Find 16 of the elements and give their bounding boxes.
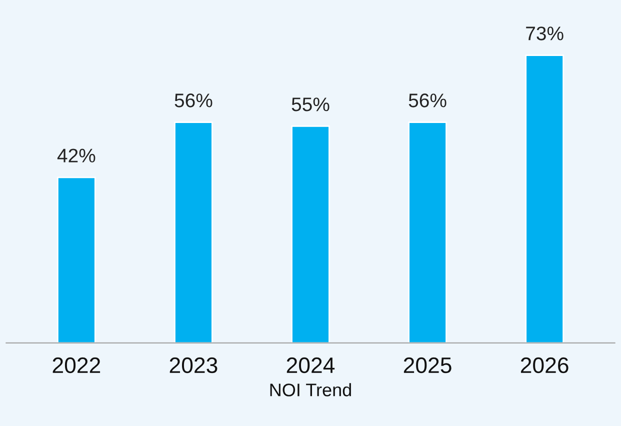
bar — [174, 122, 213, 343]
x-tick-label: 2024 — [286, 357, 335, 374]
x-tick-label: 2022 — [52, 357, 100, 374]
x-tick-label: 2023 — [170, 357, 218, 374]
bar — [57, 176, 96, 343]
data-label: 73% — [526, 26, 564, 40]
data-label: 55% — [292, 98, 330, 112]
x-axis-title: NOI Trend — [270, 383, 351, 396]
data-label: 42% — [57, 148, 96, 162]
data-label: 56% — [174, 94, 212, 108]
data-label: 56% — [408, 94, 446, 108]
bar — [525, 54, 564, 343]
x-tick-label: 2025 — [404, 357, 452, 374]
x-tick-label: 2026 — [520, 357, 568, 374]
bar — [408, 122, 447, 343]
bar — [291, 126, 330, 343]
